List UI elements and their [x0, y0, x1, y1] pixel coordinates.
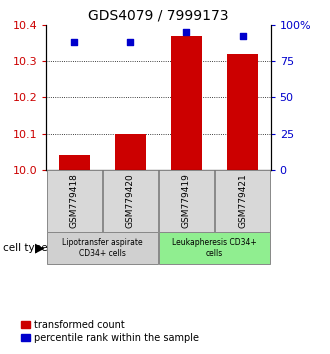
Legend: transformed count, percentile rank within the sample: transformed count, percentile rank withi… — [21, 320, 199, 343]
Point — [184, 29, 189, 35]
Point — [72, 39, 77, 45]
Text: GSM779420: GSM779420 — [126, 173, 135, 228]
Bar — [159, 170, 214, 232]
Title: GDS4079 / 7999173: GDS4079 / 7999173 — [88, 8, 229, 22]
Text: GSM779419: GSM779419 — [182, 173, 191, 228]
Bar — [159, 232, 270, 264]
Text: cell type: cell type — [3, 243, 48, 253]
Point — [240, 34, 245, 39]
Text: Lipotransfer aspirate
CD34+ cells: Lipotransfer aspirate CD34+ cells — [62, 238, 143, 257]
Text: ▶: ▶ — [35, 241, 44, 254]
Bar — [47, 232, 158, 264]
Text: Leukapheresis CD34+
cells: Leukapheresis CD34+ cells — [172, 238, 257, 257]
Bar — [171, 36, 202, 170]
Bar — [103, 170, 158, 232]
Bar — [227, 54, 258, 170]
Text: GSM779418: GSM779418 — [70, 173, 79, 228]
Bar — [215, 170, 270, 232]
Bar — [59, 155, 90, 170]
Bar — [115, 134, 146, 170]
Point — [128, 39, 133, 45]
Text: GSM779421: GSM779421 — [238, 173, 247, 228]
Bar — [47, 170, 102, 232]
